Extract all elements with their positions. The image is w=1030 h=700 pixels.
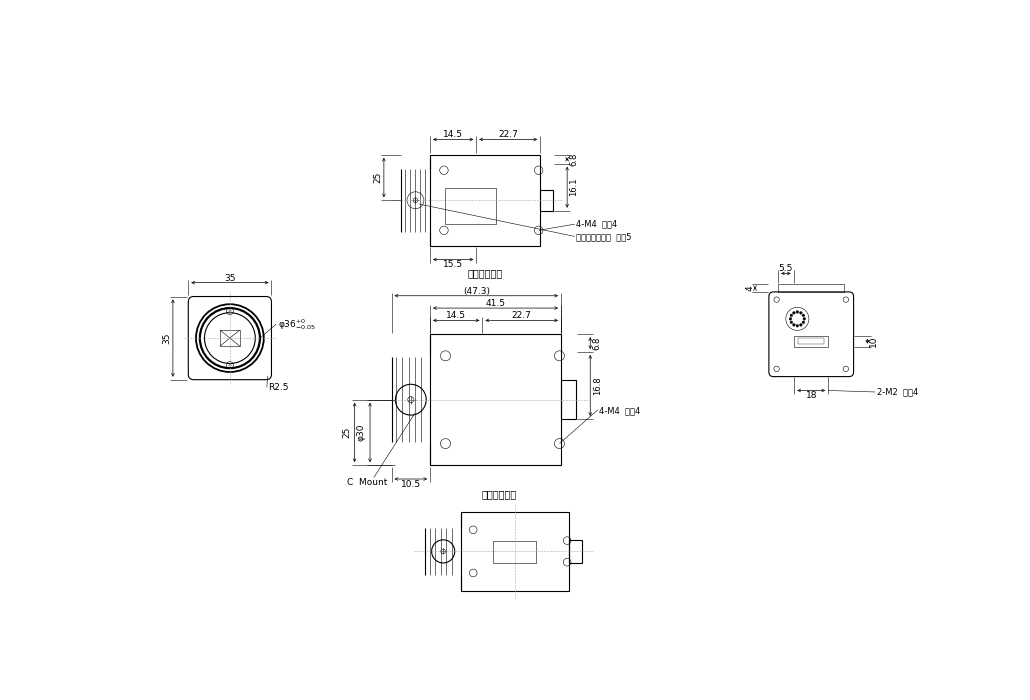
Text: (47.3): (47.3): [462, 286, 490, 295]
Text: 25: 25: [373, 172, 382, 183]
Circle shape: [803, 318, 805, 320]
Text: 4: 4: [746, 285, 755, 291]
Text: 5.5: 5.5: [779, 265, 793, 273]
Bar: [794, 336, 828, 346]
Circle shape: [796, 324, 798, 327]
Text: 対面同一形状: 対面同一形状: [468, 268, 503, 279]
Circle shape: [802, 321, 804, 323]
Text: 25: 25: [342, 427, 351, 438]
Text: 16.1: 16.1: [570, 178, 579, 197]
Text: φ30: φ30: [356, 424, 366, 441]
FancyBboxPatch shape: [768, 292, 854, 377]
Text: 14.5: 14.5: [446, 312, 467, 321]
Circle shape: [790, 314, 793, 317]
Text: 6.8: 6.8: [570, 153, 579, 166]
Text: 6.8: 6.8: [592, 337, 602, 350]
Bar: [540, 190, 553, 211]
Bar: [778, 284, 845, 292]
Text: 対面同一形状: 対面同一形状: [482, 489, 517, 499]
Text: カメラ三脲ネジ  深し5: カメラ三脲ネジ 深し5: [577, 232, 631, 241]
Text: 15.5: 15.5: [443, 260, 464, 270]
Circle shape: [802, 314, 804, 317]
Text: 2-M2  深し4: 2-M2 深し4: [877, 388, 918, 396]
Circle shape: [792, 312, 795, 314]
Text: 4-M4  深し4: 4-M4 深し4: [599, 407, 641, 416]
Circle shape: [789, 318, 792, 320]
Circle shape: [796, 311, 798, 314]
Text: C  Mount: C Mount: [347, 477, 387, 486]
Circle shape: [799, 323, 802, 326]
Bar: [569, 540, 582, 563]
Bar: [493, 541, 536, 563]
Text: 35: 35: [225, 274, 236, 283]
Text: R2.5: R2.5: [269, 383, 288, 392]
Bar: [431, 335, 561, 466]
FancyBboxPatch shape: [188, 297, 272, 379]
Bar: [798, 338, 824, 344]
Text: 16.8: 16.8: [592, 376, 602, 395]
Text: 41.5: 41.5: [485, 299, 506, 308]
Bar: [446, 188, 495, 224]
Text: 22.7: 22.7: [499, 130, 518, 139]
Text: 35: 35: [163, 332, 171, 344]
Text: 14.5: 14.5: [443, 130, 464, 139]
Text: 10.5: 10.5: [401, 480, 421, 489]
Circle shape: [790, 321, 793, 323]
Bar: [219, 330, 240, 346]
Circle shape: [799, 312, 802, 314]
Text: 10: 10: [869, 335, 879, 347]
Text: φ36$^{+0}_{-0.05}$: φ36$^{+0}_{-0.05}$: [278, 317, 316, 332]
Text: 4-M4  深し4: 4-M4 深し4: [577, 220, 618, 229]
Bar: [561, 381, 577, 419]
Text: 18: 18: [805, 391, 817, 400]
Bar: [431, 155, 540, 246]
Bar: [460, 512, 569, 591]
Circle shape: [792, 323, 795, 326]
Text: 22.7: 22.7: [512, 312, 531, 321]
